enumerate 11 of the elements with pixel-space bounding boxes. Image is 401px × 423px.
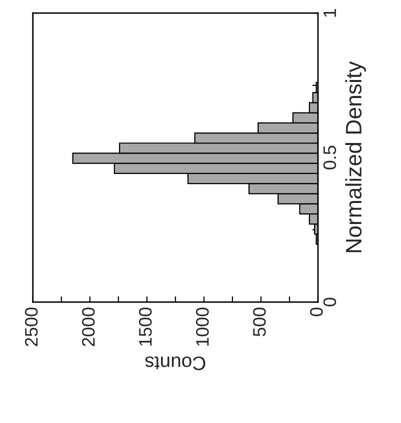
y-tick-label: 0.5 (323, 146, 336, 170)
y-tick-label: 1 (324, 8, 336, 17)
x-tick-label: 1000 (196, 308, 209, 346)
y-axis-title: Normalized Density (345, 61, 366, 252)
x-tick-label: 1500 (138, 308, 152, 346)
y-tick-label: 0 (323, 298, 336, 306)
x-tick-label: 500 (253, 308, 266, 336)
x-tick-label: 2000 (82, 308, 95, 346)
x-tick-label: 0 (310, 308, 323, 316)
x-axis-title: Counts (145, 356, 206, 370)
x-tick-label: 2500 (24, 308, 38, 346)
